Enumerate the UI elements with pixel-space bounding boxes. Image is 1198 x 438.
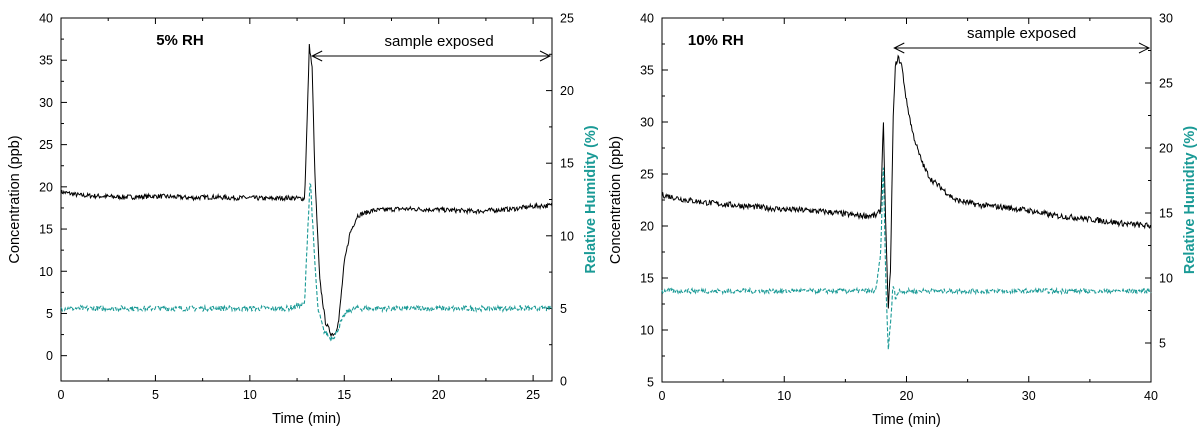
y-left-tick-label: 40	[39, 12, 53, 26]
y-left-tick-label: 25	[640, 168, 654, 182]
y-right-tick-label: 15	[1159, 207, 1173, 221]
y-right-tick-label: 25	[560, 12, 574, 26]
x-tick-label: 5	[152, 388, 159, 402]
y-left-tick-label: 30	[640, 116, 654, 130]
y-left-tick-label: 35	[39, 54, 53, 68]
y-left-tick-label: 0	[46, 349, 53, 363]
y-left-tick-label: 15	[39, 223, 53, 237]
y-left-tick-label: 5	[647, 376, 654, 390]
chart-panel-1: 0 5 10 15 20 25 0 5 10 15 20 25 30 35 40 0 5 10 15 20 25 Time…	[7, 12, 599, 428]
y-right-axis-title: Relative Humidity (%)	[1182, 126, 1198, 274]
y-left-tick-label: 20	[39, 180, 53, 194]
y-right-tick-label: 0	[560, 375, 567, 389]
y-left-tick-label: 5	[46, 307, 53, 321]
y-right-tick-label: 30	[1159, 12, 1173, 26]
x-tick-label: 20	[432, 388, 446, 402]
series-line-concentration	[60, 43, 553, 338]
y-right-tick-label: 5	[1159, 337, 1166, 351]
annotation-label: sample exposed	[967, 25, 1076, 42]
y-right-tick-label: 5	[560, 302, 567, 316]
x-tick-label: 10	[243, 388, 257, 402]
y-right-tick-label: 10	[1159, 272, 1173, 286]
y-left-tick-label: 30	[39, 96, 53, 110]
plot-frame	[661, 17, 1152, 383]
x-tick-label: 25	[526, 388, 540, 402]
series-line-humidity	[60, 182, 553, 342]
y-right-tick-label: 15	[560, 157, 574, 171]
y-right-axis-title: Relative Humidity (%)	[583, 125, 599, 273]
x-axis-title: Time (min)	[272, 411, 341, 427]
x-tick-label: 10	[777, 389, 791, 403]
series-line-concentration	[661, 54, 1152, 309]
annotation-arrowhead-left	[311, 50, 323, 62]
annotation-arrowhead-left	[893, 42, 905, 54]
y-right-tick-label: 20	[560, 84, 574, 98]
x-tick-label: 30	[1022, 389, 1036, 403]
x-tick-label: 0	[659, 389, 666, 403]
annotation-arrowhead-right	[1138, 42, 1151, 54]
chart-panel-2: 0 10 20 30 40 5 10 15 20 25 30 35 40 5 10 15 20 25 30 Time …	[608, 12, 1198, 429]
y-left-tick-label: 40	[640, 12, 654, 26]
series-line-humidity	[661, 167, 1152, 350]
y-left-axis-title: Concentration (ppb)	[7, 135, 23, 263]
x-tick-label: 40	[1144, 389, 1158, 403]
annotation-arrowhead-right	[539, 50, 552, 62]
y-left-tick-label: 20	[640, 220, 654, 234]
x-tick-label: 20	[900, 389, 914, 403]
y-left-tick-label: 10	[640, 324, 654, 338]
y-left-tick-label: 10	[39, 265, 53, 279]
y-right-tick-label: 20	[1159, 142, 1173, 156]
x-tick-label: 0	[58, 388, 65, 402]
y-left-axis-title: Concentration (ppb)	[608, 136, 624, 264]
y-right-tick-label: 25	[1159, 77, 1173, 91]
y-left-tick-label: 25	[39, 138, 53, 152]
y-right-tick-label: 10	[560, 229, 574, 243]
x-axis-title: Time (min)	[872, 412, 941, 428]
y-left-tick-label: 35	[640, 64, 654, 78]
annotation-label: sample exposed	[384, 33, 493, 50]
x-tick-label: 15	[337, 388, 351, 402]
panel-label: 10% RH	[688, 32, 744, 49]
y-left-tick-label: 15	[640, 272, 654, 286]
panel-label: 5% RH	[156, 32, 204, 49]
